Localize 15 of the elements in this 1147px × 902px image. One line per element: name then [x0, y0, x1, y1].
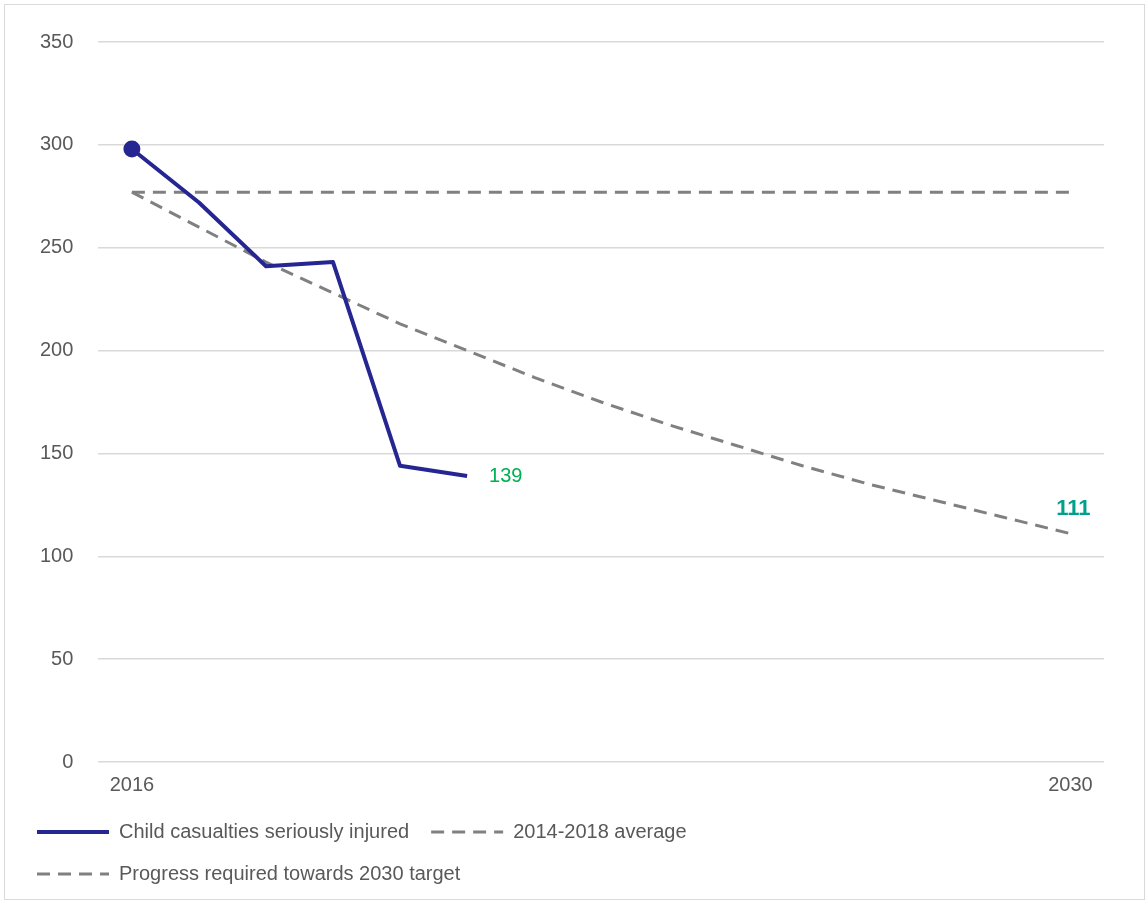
y-tick-label: 300 [39, 132, 74, 155]
data-label: 139 [489, 463, 523, 486]
x-tick-label: 2030 [1048, 772, 1093, 795]
data-label: 111 [1056, 494, 1091, 520]
legend-label: 2014-2018 average [513, 819, 687, 842]
y-tick-label: 250 [39, 235, 74, 258]
x-tick-label: 2016 [109, 772, 155, 795]
y-tick-label: 50 [51, 646, 74, 669]
y-tick-label: 350 [39, 29, 74, 52]
y-tick-label: 150 [39, 440, 74, 463]
y-tick-label: 0 [62, 749, 74, 772]
y-tick-label: 200 [39, 338, 74, 361]
legend-label: Progress required towards 2030 target [119, 861, 461, 884]
legend-label: Child casualties seriously injured [119, 819, 410, 842]
y-tick-label: 100 [39, 543, 74, 566]
